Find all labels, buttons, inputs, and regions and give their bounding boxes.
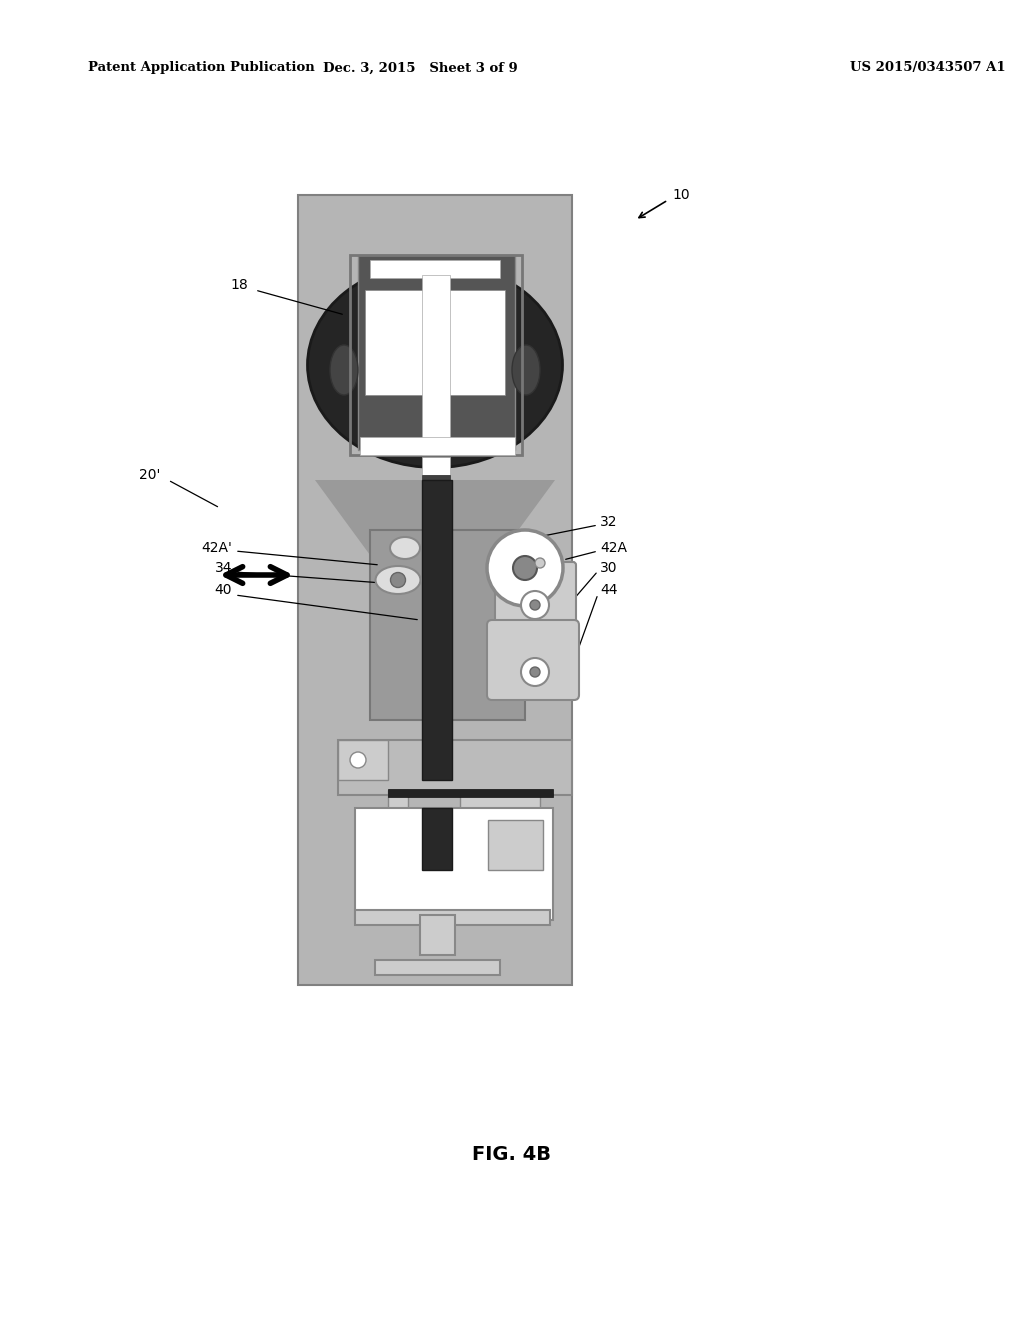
Circle shape [521, 591, 549, 619]
Ellipse shape [376, 566, 421, 594]
Bar [422, 475, 450, 495]
Bar [388, 789, 408, 820]
Text: 32: 32 [600, 515, 617, 529]
Text: 18: 18 [230, 279, 248, 292]
Bar [360, 437, 515, 455]
Text: 44: 44 [600, 583, 617, 597]
PathPatch shape [315, 480, 555, 590]
Bar [365, 290, 425, 395]
Bar [370, 531, 525, 719]
Text: 30: 30 [600, 561, 617, 576]
Text: 42A: 42A [600, 541, 627, 554]
Circle shape [513, 556, 537, 579]
Circle shape [487, 531, 563, 606]
Text: US 2015/0343507 A1: US 2015/0343507 A1 [850, 62, 1006, 74]
Ellipse shape [390, 537, 420, 558]
Ellipse shape [330, 345, 358, 395]
Bar [422, 808, 452, 870]
Text: 10: 10 [672, 187, 689, 202]
Text: 40: 40 [214, 583, 232, 597]
Bar [355, 909, 550, 925]
Circle shape [530, 667, 540, 677]
Bar [388, 789, 553, 797]
Bar [422, 275, 450, 455]
Bar [355, 808, 553, 920]
Bar [358, 255, 515, 450]
Bar [422, 480, 452, 780]
Bar [445, 290, 505, 395]
Circle shape [350, 752, 366, 768]
Bar [375, 960, 500, 975]
Bar [422, 457, 450, 475]
Text: Dec. 3, 2015   Sheet 3 of 9: Dec. 3, 2015 Sheet 3 of 9 [323, 62, 517, 74]
Text: 34: 34 [214, 561, 232, 576]
Bar [298, 195, 572, 985]
Bar [338, 741, 388, 780]
FancyBboxPatch shape [495, 562, 575, 634]
Bar [370, 260, 500, 279]
Bar [350, 255, 522, 455]
Bar [420, 915, 455, 954]
Ellipse shape [307, 263, 562, 467]
Ellipse shape [512, 345, 540, 395]
Circle shape [521, 657, 549, 686]
Circle shape [535, 558, 545, 568]
Text: 20': 20' [138, 469, 160, 482]
Bar [488, 820, 543, 870]
Ellipse shape [390, 573, 406, 587]
Bar [338, 741, 572, 795]
Text: Patent Application Publication: Patent Application Publication [88, 62, 314, 74]
Text: 42A': 42A' [201, 541, 232, 554]
Circle shape [530, 601, 540, 610]
Bar [460, 789, 540, 820]
Text: FIG. 4B: FIG. 4B [472, 1146, 552, 1164]
FancyBboxPatch shape [487, 620, 579, 700]
